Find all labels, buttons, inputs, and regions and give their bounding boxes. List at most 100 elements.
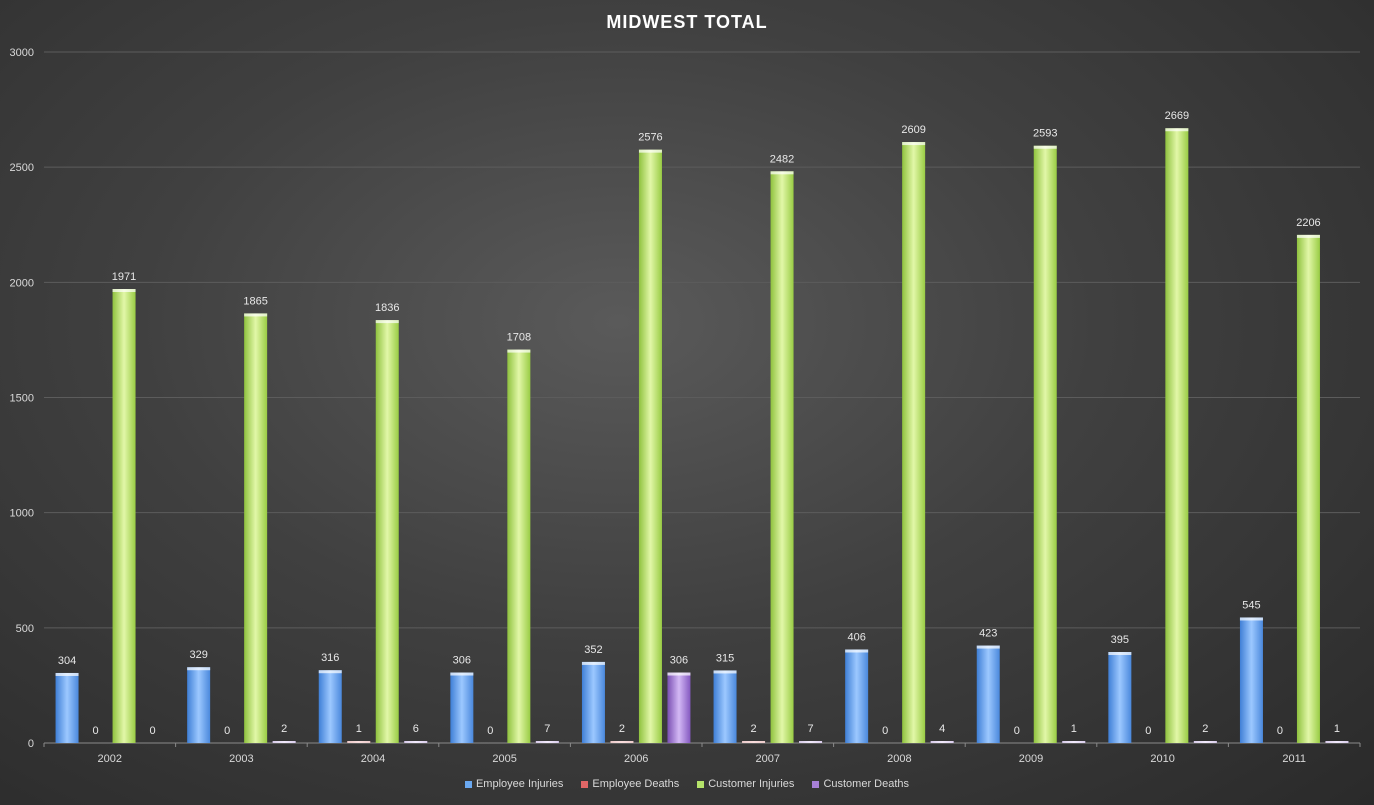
data-label: 545 <box>1242 599 1260 611</box>
bar-highlight <box>1165 128 1189 132</box>
bar-highlight <box>667 672 691 676</box>
bar-highlight <box>581 661 605 665</box>
legend-swatch <box>812 780 820 788</box>
data-label: 2482 <box>770 153 794 165</box>
bar-employee-injuries <box>713 670 737 743</box>
data-label: 0 <box>1145 725 1151 737</box>
bar-highlight <box>638 149 662 153</box>
x-tick-label: 2010 <box>1150 753 1174 765</box>
bar-highlight <box>1033 145 1057 149</box>
data-label: 2 <box>1202 723 1208 735</box>
data-label: 0 <box>224 725 230 737</box>
x-tick-label: 2009 <box>1019 753 1043 765</box>
bar-employee-injuries <box>976 645 1000 743</box>
bar-employee-injuries <box>55 672 79 743</box>
legend-label: Customer Deaths <box>823 778 910 790</box>
data-label: 1 <box>1071 723 1077 735</box>
data-labels: 304 0 1971 0 329 0 1865 2 316 1 1836 6 306 0 1708 7 352 2… <box>58 110 1340 737</box>
bar-highlight <box>244 313 268 317</box>
bar-highlight <box>799 741 823 743</box>
legend-item: Employee Deaths <box>581 778 679 790</box>
x-tick-label: 2003 <box>229 753 253 765</box>
legend-item: Employee Injuries <box>464 778 563 790</box>
bar-customer-injuries <box>638 149 662 744</box>
legend-swatch <box>464 780 472 788</box>
data-label: 2 <box>281 723 287 735</box>
data-label: 7 <box>807 723 813 735</box>
x-tick-label: 2004 <box>361 753 385 765</box>
bar-customer-injuries <box>1296 234 1320 743</box>
y-tick-label: 0 <box>28 738 34 750</box>
x-tick-label: 2006 <box>624 753 648 765</box>
bar-employee-injuries <box>318 670 342 743</box>
bar-highlight <box>930 741 954 743</box>
bar-highlight <box>1108 652 1132 656</box>
data-label: 1 <box>1334 723 1340 735</box>
data-label: 329 <box>189 649 207 661</box>
y-tick-label: 3000 <box>10 47 34 59</box>
bar-customer-injuries <box>244 313 268 743</box>
data-label: 0 <box>882 725 888 737</box>
bar-highlight <box>347 741 371 743</box>
data-label: 1 <box>356 723 362 735</box>
data-label: 2593 <box>1033 128 1057 140</box>
bar-employee-injuries <box>450 672 474 743</box>
data-label: 304 <box>58 655 76 667</box>
data-label: 1836 <box>375 302 399 314</box>
y-tick-label: 1000 <box>10 508 34 520</box>
bar-highlight <box>770 171 794 175</box>
data-label: 0 <box>487 725 493 737</box>
bar-highlight <box>507 349 531 353</box>
bar-highlight <box>1239 617 1263 621</box>
data-label: 1708 <box>507 332 531 344</box>
bar-highlight <box>1193 741 1217 743</box>
data-label: 2576 <box>638 132 662 144</box>
data-label: 7 <box>544 723 550 735</box>
bar-highlight <box>976 645 1000 649</box>
bar-highlight <box>55 672 79 676</box>
x-tick-label: 2002 <box>98 753 122 765</box>
bar-highlight <box>112 289 136 293</box>
x-tick-label: 2011 <box>1282 753 1306 765</box>
bar-employee-injuries <box>1239 617 1263 743</box>
data-label: 1865 <box>243 295 267 307</box>
bar-highlight <box>404 741 428 743</box>
data-label: 395 <box>1111 634 1129 646</box>
bar-highlight <box>1296 234 1320 238</box>
gridlines <box>44 51 1360 744</box>
data-label: 0 <box>92 725 98 737</box>
bar-employee-injuries <box>581 661 605 743</box>
bar-highlight <box>318 670 342 674</box>
bar-highlight <box>713 670 737 674</box>
legend-label: Employee Deaths <box>592 778 680 790</box>
bar-customer-injuries <box>375 320 399 743</box>
data-label: 406 <box>847 631 865 643</box>
bar-highlight <box>610 741 634 743</box>
y-axis: 0 500 1000 1500 2000 2500 3000 <box>10 47 34 750</box>
bar-customer-injuries <box>1165 128 1189 743</box>
legend-item: Customer Deaths <box>812 778 909 790</box>
legend-swatch <box>697 780 705 788</box>
data-label: 315 <box>716 652 734 664</box>
bar-highlight <box>375 320 399 324</box>
x-axis: 2002 2003 2004 2005 2006 2007 2008 2009 2010 2011 <box>43 743 1361 765</box>
bar-employee-injuries <box>845 649 869 743</box>
bar-highlight <box>845 649 869 653</box>
data-label: 6 <box>413 723 419 735</box>
y-tick-label: 2000 <box>10 277 34 289</box>
y-tick-label: 2500 <box>10 162 34 174</box>
bar-customer-deaths <box>667 672 691 743</box>
bar-highlight <box>1325 741 1349 743</box>
data-label: 2 <box>750 723 756 735</box>
bar-highlight <box>902 142 926 146</box>
data-label: 4 <box>939 723 945 735</box>
bar-customer-injuries <box>507 349 531 743</box>
bar-highlight <box>450 672 474 676</box>
y-tick-label: 1500 <box>10 393 34 405</box>
data-label: 306 <box>453 655 471 667</box>
bar-customer-injuries <box>1033 145 1057 743</box>
bar-customer-injuries <box>902 142 926 744</box>
bar-employee-injuries <box>187 667 211 743</box>
